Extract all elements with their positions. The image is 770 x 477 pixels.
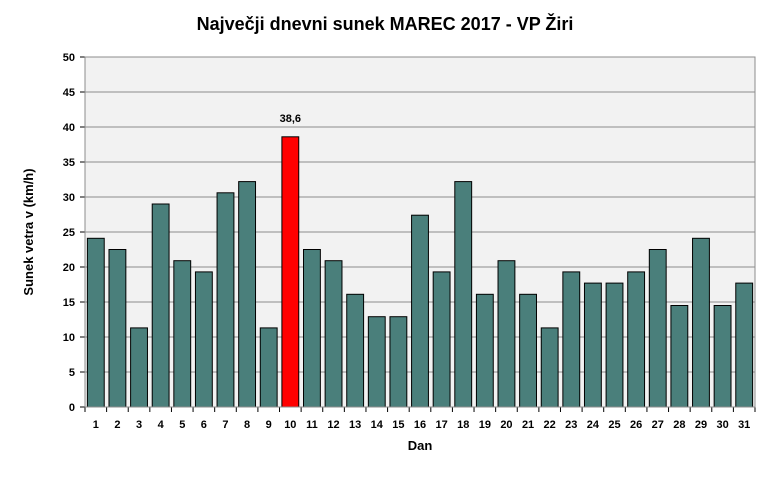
x-tick-label: 20 <box>500 419 512 431</box>
plot-border <box>84 56 756 408</box>
x-tick-label: 28 <box>673 419 685 431</box>
bar <box>519 293 537 408</box>
bar <box>389 316 408 408</box>
x-tick-label: 15 <box>392 419 404 431</box>
chart-title: Največji dnevni sunek MAREC 2017 - VP Ži… <box>197 13 574 34</box>
x-tick-label: 14 <box>371 419 384 431</box>
bar <box>692 237 710 408</box>
x-tick-label: 29 <box>695 419 707 431</box>
y-tick-label: 25 <box>63 227 75 239</box>
bar <box>605 282 624 408</box>
bar <box>367 316 386 408</box>
x-tick-label: 16 <box>414 419 426 431</box>
bar <box>108 249 127 408</box>
bar <box>346 293 365 408</box>
bar <box>303 249 321 408</box>
y-tick-label: 30 <box>63 192 75 204</box>
bar <box>238 181 257 408</box>
bar <box>86 237 105 408</box>
x-tick-label: 5 <box>179 419 185 431</box>
x-tick-label: 8 <box>244 419 250 431</box>
bar <box>281 136 300 408</box>
bar <box>130 327 148 408</box>
axes <box>80 56 756 412</box>
x-tick-label: 2 <box>114 419 120 431</box>
x-axis-label: Dan <box>408 438 433 453</box>
x-tick-label: 18 <box>457 419 469 431</box>
bar <box>583 282 602 408</box>
bar <box>713 305 732 408</box>
x-tick-label: 10 <box>284 419 296 431</box>
x-tick-label: 26 <box>630 419 642 431</box>
x-tick-label: 12 <box>327 419 339 431</box>
bars <box>86 136 754 408</box>
y-tick-label: 20 <box>63 262 75 274</box>
bar <box>432 271 451 408</box>
x-tick-label: 11 <box>306 419 318 431</box>
data-label: 38,6 <box>280 113 301 125</box>
bar <box>173 260 192 408</box>
x-tick-label: 1 <box>93 419 99 431</box>
y-tick-label: 10 <box>63 332 75 344</box>
bar <box>670 305 689 408</box>
bar <box>324 260 343 408</box>
y-tick-label: 45 <box>63 87 75 99</box>
bar <box>497 260 516 408</box>
x-tick-label: 27 <box>652 419 664 431</box>
y-tick-label: 0 <box>69 402 75 414</box>
bar <box>475 293 494 408</box>
bar <box>454 181 473 408</box>
bar <box>627 271 646 408</box>
x-tick-label: 9 <box>266 419 272 431</box>
y-tick-label: 50 <box>63 52 75 64</box>
y-tick-label: 35 <box>63 157 75 169</box>
y-axis-label: Sunek vetra v (km/h) <box>21 168 36 295</box>
x-tick-label: 31 <box>738 419 750 431</box>
x-tick-label: 24 <box>587 419 600 431</box>
x-tick-label: 6 <box>201 419 207 431</box>
bar <box>562 271 581 408</box>
bar <box>216 192 235 408</box>
x-tick-label: 13 <box>349 419 361 431</box>
x-tick-labels: 1 2 3 4 5 6 7 8 9 10 11 12 13 14 15 16 17 18 19 20 21 22 23 24 2… <box>93 419 751 431</box>
y-tick-label: 15 <box>63 297 75 309</box>
x-tick-label: 21 <box>522 419 534 431</box>
x-tick-label: 4 <box>158 419 165 431</box>
x-tick-label: 19 <box>479 419 491 431</box>
bar <box>411 214 429 408</box>
x-tick-label: 3 <box>136 419 142 431</box>
bar <box>735 282 754 408</box>
data-labels: 38,6 <box>280 113 301 125</box>
bar <box>648 249 667 408</box>
bar <box>151 203 170 408</box>
y-tick-labels: 0 5 10 15 20 25 30 35 40 45 50 <box>63 52 75 414</box>
y-tick-label: 40 <box>63 122 75 134</box>
x-tick-label: 22 <box>544 419 556 431</box>
y-tick-label: 5 <box>69 367 75 379</box>
x-tick-label: 23 <box>565 419 577 431</box>
x-tick-label: 7 <box>222 419 228 431</box>
bar <box>259 327 278 408</box>
x-tick-label: 25 <box>608 419 620 431</box>
x-tick-label: 17 <box>435 419 447 431</box>
bar <box>194 271 213 408</box>
bar <box>540 327 559 408</box>
x-tick-label: 30 <box>716 419 728 431</box>
